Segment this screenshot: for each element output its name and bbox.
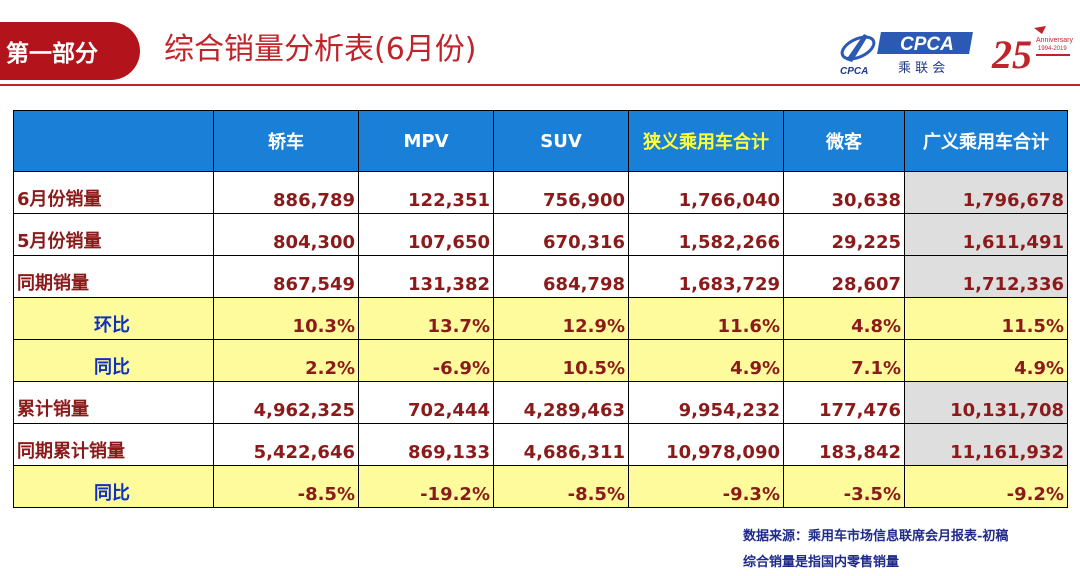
table-cell: -3.5% xyxy=(783,465,905,508)
table-cell: 1,683,729 xyxy=(628,255,784,298)
table-row: 同期累计销量 5,422,646 869,133 4,686,311 10,978,09… xyxy=(13,423,1068,466)
table-cell: 11.6% xyxy=(628,297,784,340)
header-cell-blank xyxy=(13,110,214,172)
table-cell: -8.5% xyxy=(213,465,359,508)
header-cell-sedan: 轿车 xyxy=(213,110,359,172)
header-cell-broad-total: 广义乘用车合计 xyxy=(904,110,1068,172)
table-header-row: 轿车 MPV SUV 狭义乘用车合计 微客 广义乘用车合计 xyxy=(13,110,1068,172)
row-label: 同期销量 xyxy=(13,255,214,298)
anniversary-word: Anniversary xyxy=(1036,37,1073,44)
table-cell: 869,133 xyxy=(358,423,494,466)
anniversary-years: 1994-2019 xyxy=(1038,46,1067,52)
row-label: 同比 xyxy=(13,465,214,508)
table-cell: 1,712,336 xyxy=(904,255,1068,298)
table-cell: -9.2% xyxy=(904,465,1068,508)
table-cell: -8.5% xyxy=(493,465,629,508)
header-cell-narrow-total: 狭义乘用车合计 xyxy=(628,110,784,172)
table-row: 环比 10.3% 13.7% 12.9% 11.6% 4.8% 11.5% xyxy=(13,297,1068,340)
table-cell: 1,766,040 xyxy=(628,171,784,214)
header-cell-suv: SUV xyxy=(493,110,629,172)
table-row: 5月份销量 804,300 107,650 670,316 1,582,266 29,22… xyxy=(13,213,1068,256)
table-cell: 684,798 xyxy=(493,255,629,298)
table-cell: 1,611,491 xyxy=(904,213,1068,256)
page-header: 第一部分 综合销量分析表(6月份) CPCA 乘 联 会 CPCA 25 Ann… xyxy=(0,0,1080,84)
table-cell: 11,161,932 xyxy=(904,423,1068,466)
header-cell-mpv: MPV xyxy=(358,110,494,172)
table-cell: 702,444 xyxy=(358,381,494,424)
table-cell: 4,686,311 xyxy=(493,423,629,466)
table-cell: 4.9% xyxy=(904,339,1068,382)
table-row: 同比 2.2% -6.9% 10.5% 4.9% 7.1% 4.9% xyxy=(13,339,1068,382)
table-cell: 7.1% xyxy=(783,339,905,382)
table-row: 同比 -8.5% -19.2% -8.5% -9.3% -3.5% -9.2% xyxy=(13,465,1068,508)
row-label: 同比 xyxy=(13,339,214,382)
table-cell: 886,789 xyxy=(213,171,359,214)
row-label: 5月份销量 xyxy=(13,213,214,256)
table-cell: 4.8% xyxy=(783,297,905,340)
table-cell: 107,650 xyxy=(358,213,494,256)
anniversary-number: 25 xyxy=(991,32,1032,77)
table-cell: 9,954,232 xyxy=(628,381,784,424)
sales-analysis-table: 轿车 MPV SUV 狭义乘用车合计 微客 广义乘用车合计 6月份销量 886,7… xyxy=(13,110,1068,508)
table-cell: 177,476 xyxy=(783,381,905,424)
table-cell: 28,607 xyxy=(783,255,905,298)
section-label: 第一部分 xyxy=(0,22,140,80)
table-cell: 4,289,463 xyxy=(493,381,629,424)
table-cell: 11.5% xyxy=(904,297,1068,340)
table-cell: -6.9% xyxy=(358,339,494,382)
table-cell: 1,796,678 xyxy=(904,171,1068,214)
table-row: 6月份销量 886,789 122,351 756,900 1,766,040 30,63… xyxy=(13,171,1068,214)
page-title: 综合销量分析表(6月份) xyxy=(164,32,477,67)
row-label: 环比 xyxy=(13,297,214,340)
table-cell: 10.5% xyxy=(493,339,629,382)
anniversary-logo: 25 Anniversary 1994-2019 xyxy=(991,26,1073,77)
table-cell: 122,351 xyxy=(358,171,494,214)
table-cell: 5,422,646 xyxy=(213,423,359,466)
table-row: 累计销量 4,962,325 702,444 4,289,463 9,954,232 17… xyxy=(13,381,1068,424)
table-cell: 4,962,325 xyxy=(213,381,359,424)
cpca-logo-text: CPCA xyxy=(900,34,954,55)
table-cell: 29,225 xyxy=(783,213,905,256)
table-cell: 10.3% xyxy=(213,297,359,340)
row-label: 6月份销量 xyxy=(13,171,214,214)
table-cell: 131,382 xyxy=(358,255,494,298)
table-row: 同期销量 867,549 131,382 684,798 1,683,729 28,607… xyxy=(13,255,1068,298)
table-cell: 13.7% xyxy=(358,297,494,340)
footnotes: 数据来源：乘用车市场信息联席会月报表-初稿 综合销量是指国内零售销量 xyxy=(743,524,1008,576)
table-cell: 4.9% xyxy=(628,339,784,382)
row-label: 同期累计销量 xyxy=(13,423,214,466)
table-cell: -9.3% xyxy=(628,465,784,508)
table-cell: 10,978,090 xyxy=(628,423,784,466)
header-cell-minivan: 微客 xyxy=(783,110,905,172)
table-cell: 867,549 xyxy=(213,255,359,298)
table-cell: 12.9% xyxy=(493,297,629,340)
table-cell: 756,900 xyxy=(493,171,629,214)
data-source-note: 数据来源：乘用车市场信息联席会月报表-初稿 xyxy=(743,529,1009,544)
table-cell: 804,300 xyxy=(213,213,359,256)
row-label: 累计销量 xyxy=(13,381,214,424)
table-cell: 1,582,266 xyxy=(628,213,784,256)
table-cell: 30,638 xyxy=(783,171,905,214)
table-cell: 10,131,708 xyxy=(904,381,1068,424)
table-cell: 183,842 xyxy=(783,423,905,466)
header-divider xyxy=(0,84,1080,86)
table-cell: 670,316 xyxy=(493,213,629,256)
table-cell: 2.2% xyxy=(213,339,359,382)
cpca-logo: CPCA 乘 联 会 CPCA xyxy=(840,32,973,77)
svg-text:CPCA: CPCA xyxy=(840,66,868,77)
table-cell: -19.2% xyxy=(358,465,494,508)
definition-note: 综合销量是指国内零售销量 xyxy=(743,555,900,570)
cpca-logo-subtext: 乘 联 会 xyxy=(898,61,945,76)
